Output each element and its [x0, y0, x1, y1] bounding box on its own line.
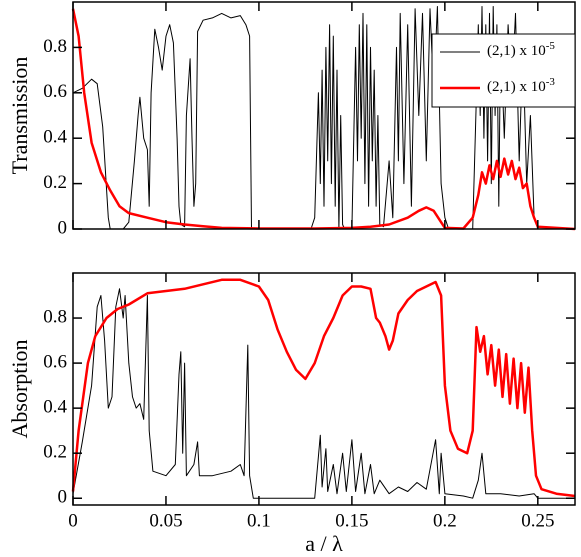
data-line: [72, 288, 575, 499]
legend-exponent: -3: [546, 76, 556, 88]
y-axis-label: Transmission: [7, 57, 32, 175]
panel: 0 0.2 0.4 0.6 0.8 0 0.05 0.1 0.15 0.2 0.25 Absorpti…: [7, 272, 576, 556]
y-tick-label: 0.8: [43, 36, 67, 57]
y-tick-label: 0.8: [43, 306, 67, 327]
y-tick-label: 0: [58, 487, 68, 508]
x-tick-label: 0: [68, 510, 78, 531]
y-tick-label: 0.6: [43, 81, 67, 102]
x-axis-label: a / λ: [305, 531, 343, 556]
x-tick-label: 0.25: [521, 510, 554, 531]
y-tick-label: 0.2: [43, 442, 67, 463]
legend-box: [431, 33, 576, 108]
y-tick-label: 0.6: [43, 351, 67, 372]
data-line: [71, 8, 576, 231]
legend-label: (2,1) x 10-3: [487, 76, 555, 96]
plot-frame: [72, 272, 576, 506]
y-tick-label: 0.2: [43, 172, 67, 193]
data-line: [71, 278, 576, 498]
y-axis-label: Absorption: [7, 340, 32, 439]
x-tick-label: 0.15: [335, 510, 368, 531]
y-tick-label: 0.4: [43, 397, 67, 418]
legend-label: (2,1) x 10-5: [487, 40, 555, 60]
y-tick-label: 0.4: [43, 127, 67, 148]
y-tick-label: 0: [58, 217, 68, 238]
legend-exponent: -5: [546, 40, 556, 52]
legend-name: (2,1) x 10: [487, 43, 546, 59]
plot-frame: [72, 1, 576, 230]
x-tick-label: 0.05: [149, 510, 182, 531]
x-tick-label: 0.1: [247, 510, 271, 531]
legend-name: (2,1) x 10: [487, 79, 546, 95]
x-tick-label: 0.2: [433, 510, 457, 531]
